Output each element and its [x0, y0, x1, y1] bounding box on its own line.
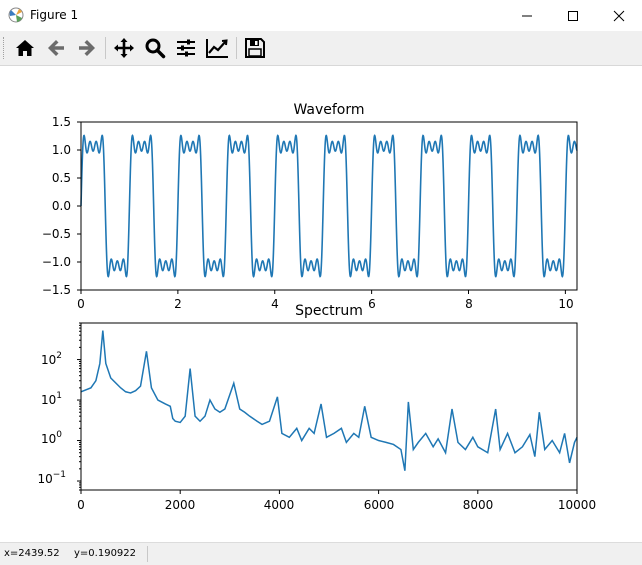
pan-button[interactable] [110, 34, 138, 62]
waveform-ytick-label: −1.5 [42, 283, 71, 297]
waveform-xtick-label: 0 [77, 297, 85, 311]
sliders-icon [177, 39, 195, 57]
close-button[interactable] [596, 0, 642, 31]
window-title: Figure 1 [30, 8, 79, 22]
line-chart-icon [206, 39, 228, 58]
spectrum-series-line [80, 330, 578, 471]
title-bar: Figure 1 [0, 0, 642, 32]
spectrum-axes: Spectrum 0 2000 4000 6000 8000 10000 102… [37, 303, 596, 512]
waveform-xtick-label: 4 [271, 297, 279, 311]
status-separator [147, 546, 148, 562]
status-bar: x=2439.52 y=0.190922 [0, 542, 642, 565]
maximize-icon [568, 10, 578, 21]
spectrum-ytick-label: 100 [41, 430, 62, 446]
edit-axes-button[interactable] [203, 34, 231, 62]
forward-button[interactable] [73, 34, 101, 62]
spectrum-xtick-label: 4000 [264, 498, 295, 512]
waveform-xtick-label: 8 [465, 297, 473, 311]
spectrum-frame [80, 322, 578, 491]
spectrum-xtick-label: 10000 [558, 498, 596, 512]
waveform-axes: Waveform 0 2 4 6 8 10 1.5 1.0 0.5 0.0 −0… [42, 102, 578, 311]
toolbar-separator [236, 37, 237, 59]
navigation-toolbar [0, 31, 642, 66]
waveform-ytick-label: −0.5 [42, 227, 71, 241]
minimize-icon [522, 15, 532, 16]
move-icon [114, 38, 134, 58]
close-icon [613, 10, 625, 21]
arrow-left-icon [48, 40, 64, 56]
home-icon [16, 40, 34, 56]
toolbar-grip[interactable] [3, 37, 7, 59]
spectrum-ytick-label: 101 [41, 391, 62, 407]
figure-svg: Waveform 0 2 4 6 8 10 1.5 1.0 0.5 0.0 −0… [37, 102, 596, 512]
spectrum-ytick-label: 102 [41, 351, 62, 367]
waveform-ytick-label: 0.5 [52, 171, 71, 185]
spectrum-xtick-label: 2000 [165, 498, 196, 512]
matplotlib-logo-icon [8, 7, 24, 23]
waveform-xtick-label: 6 [368, 297, 376, 311]
save-button[interactable] [241, 34, 269, 62]
cursor-y-readout: y=0.190922 [74, 548, 137, 559]
maximize-button[interactable] [550, 0, 596, 31]
home-button[interactable] [11, 34, 39, 62]
arrow-right-icon [79, 40, 95, 56]
floppy-icon [245, 38, 265, 58]
magnifier-icon [145, 38, 166, 59]
waveform-series-line [80, 134, 578, 278]
spectrum-xtick-label: 0 [77, 498, 85, 512]
waveform-title: Waveform [293, 102, 364, 118]
waveform-ytick-label: 1.0 [52, 143, 71, 157]
spectrum-ytick-label: 10−1 [37, 470, 66, 486]
waveform-xtick-label: 2 [174, 297, 182, 311]
waveform-xtick-label: 10 [558, 297, 573, 311]
toolbar-separator [105, 37, 106, 59]
waveform-ytick-label: 1.5 [52, 115, 71, 129]
waveform-ytick-label: 0.0 [52, 199, 71, 213]
spectrum-title: Spectrum [295, 303, 363, 319]
zoom-button[interactable] [141, 34, 169, 62]
waveform-frame [80, 121, 578, 291]
spectrum-xtick-label: 8000 [463, 498, 494, 512]
cursor-x-readout: x=2439.52 [4, 548, 60, 559]
subplots-button[interactable] [172, 34, 200, 62]
figure-canvas[interactable]: Waveform 0 2 4 6 8 10 1.5 1.0 0.5 0.0 −0… [0, 66, 642, 542]
back-button[interactable] [42, 34, 70, 62]
spectrum-xtick-label: 6000 [364, 498, 395, 512]
waveform-ytick-label: −1.0 [42, 255, 71, 269]
minimize-button[interactable] [504, 0, 550, 31]
